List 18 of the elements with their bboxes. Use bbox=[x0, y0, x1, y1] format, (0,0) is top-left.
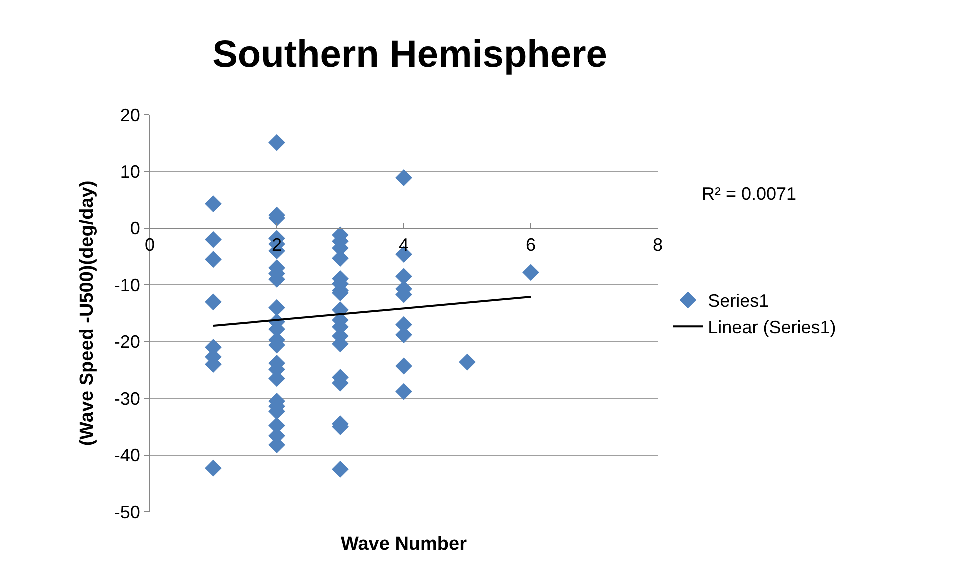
y-tick-label: 10 bbox=[120, 162, 140, 182]
text: R² = 0.0071 bbox=[702, 184, 797, 204]
x-tick-label: 6 bbox=[526, 235, 536, 256]
y-axis-title: (Wave Speed -U500)(deg/day) bbox=[77, 180, 98, 446]
y-tick-label: 0 bbox=[130, 218, 140, 239]
legend-label: Series1 bbox=[708, 291, 770, 312]
x-tick-label: 2 bbox=[272, 235, 282, 256]
x-tick-label: 0 bbox=[144, 235, 156, 256]
y-tick-label: -40 bbox=[114, 446, 140, 466]
y-tick-label: -30 bbox=[114, 388, 140, 409]
y-tick-label: -50 bbox=[114, 502, 140, 522]
y-tick-label: 20 bbox=[120, 105, 140, 126]
x-axis-title: Wave Number bbox=[341, 534, 468, 555]
x-tick-label: 8 bbox=[652, 235, 664, 256]
chart-title: Southern Hemisphere bbox=[212, 34, 608, 76]
y-tick-label: -10 bbox=[114, 275, 140, 296]
y-tick-label: -20 bbox=[114, 332, 140, 352]
legend-label: Linear (Series1) bbox=[708, 318, 836, 338]
